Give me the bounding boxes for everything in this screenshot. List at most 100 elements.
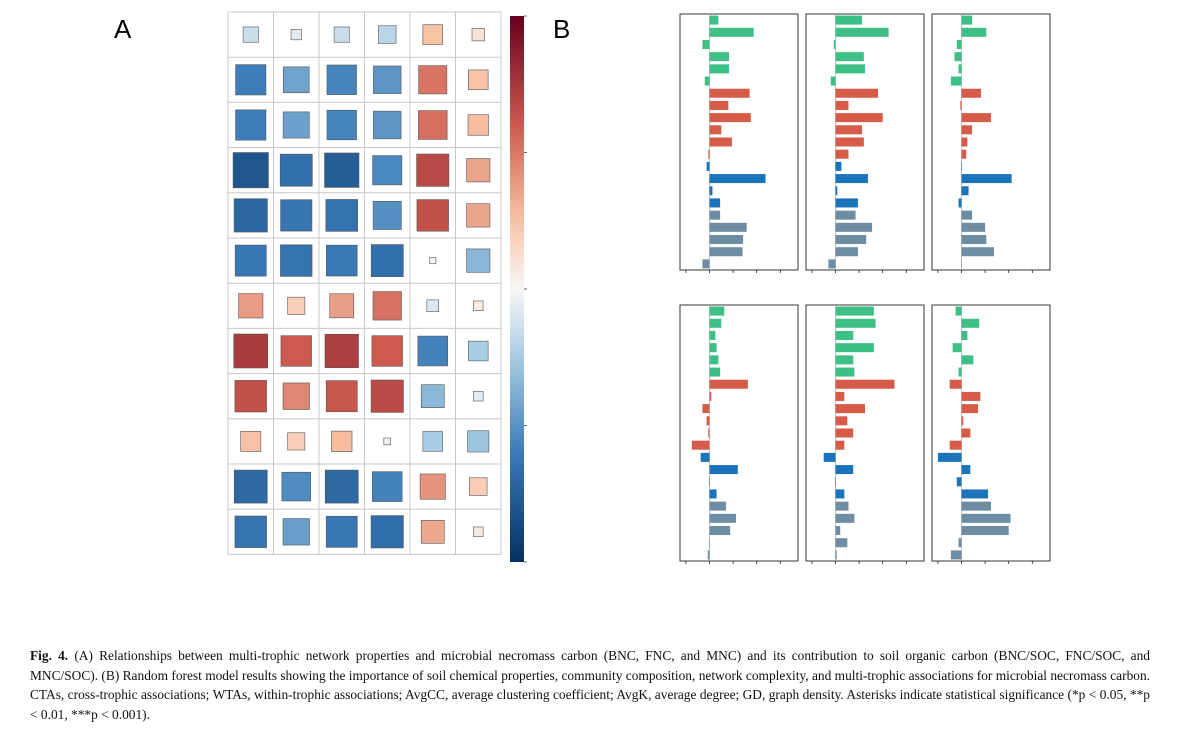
importance-bar xyxy=(830,76,836,86)
importance-bar xyxy=(950,550,962,560)
panel-b-label: B xyxy=(553,14,570,44)
importance-bar xyxy=(961,526,1009,536)
heatmap-cell xyxy=(233,333,269,369)
bar-panel-frame xyxy=(931,304,1051,562)
heatmap-cell xyxy=(235,109,267,141)
heatmap-cell xyxy=(473,300,484,311)
importance-bar xyxy=(828,259,836,269)
importance-bar xyxy=(835,222,873,232)
importance-bar xyxy=(956,477,962,487)
heatmap-cell xyxy=(287,432,306,451)
importance-bar xyxy=(709,501,727,511)
heatmap-cell xyxy=(282,111,310,139)
importance-bar xyxy=(709,465,738,475)
importance-bar xyxy=(961,247,994,257)
heatmap-cell xyxy=(422,24,443,45)
importance-bar xyxy=(835,538,848,548)
heatmap-cell xyxy=(466,203,491,228)
importance-bar xyxy=(709,526,731,536)
heatmap-cell xyxy=(240,431,262,452)
heatmap-cell xyxy=(422,431,443,452)
importance-bar xyxy=(961,391,981,401)
importance-bar xyxy=(949,440,962,450)
importance-bar xyxy=(961,318,980,328)
importance-bar xyxy=(706,161,710,171)
heatmap-cell xyxy=(280,244,313,277)
importance-bar xyxy=(952,343,962,353)
importance-bar xyxy=(835,186,838,196)
importance-bar xyxy=(835,343,874,353)
importance-bar xyxy=(706,416,710,426)
importance-bar xyxy=(709,174,766,184)
importance-bar xyxy=(709,113,751,123)
importance-bar xyxy=(709,125,722,135)
heatmap-cell xyxy=(282,66,310,94)
importance-bar xyxy=(708,149,710,159)
heatmap-cell xyxy=(325,515,358,548)
importance-bar xyxy=(961,222,986,232)
importance-bar xyxy=(961,501,991,511)
heatmap-cell xyxy=(373,110,402,140)
heatmap-cell xyxy=(287,296,306,315)
importance-bar xyxy=(960,100,962,110)
importance-bar xyxy=(709,355,719,365)
importance-bar xyxy=(835,367,855,377)
heatmap-cell xyxy=(466,158,491,183)
importance-bar xyxy=(709,343,717,353)
heatmap-cell xyxy=(418,110,448,140)
importance-bar xyxy=(835,247,858,257)
heatmap-cell xyxy=(324,333,359,369)
heatmap-cell xyxy=(235,64,267,96)
importance-bar xyxy=(958,64,962,74)
importance-bar xyxy=(949,379,962,389)
importance-bar xyxy=(702,39,710,49)
importance-bar xyxy=(835,27,889,37)
heatmap-cell xyxy=(426,299,439,313)
heatmap-cell xyxy=(279,153,313,187)
caption-label: Fig. 4. xyxy=(30,648,69,663)
heatmap-cell xyxy=(282,382,310,410)
heatmap-cell xyxy=(333,26,350,43)
importance-bar xyxy=(835,526,841,536)
bar-panel-frame xyxy=(931,13,1051,271)
heatmap-cell xyxy=(233,469,268,504)
importance-bar xyxy=(835,235,867,245)
importance-bar xyxy=(835,100,849,110)
importance-bar xyxy=(709,367,721,377)
importance-bar xyxy=(835,113,883,123)
importance-bar xyxy=(707,550,710,560)
importance-bar xyxy=(961,210,973,220)
heatmap-cell xyxy=(372,200,402,230)
heatmap-cell xyxy=(373,65,402,94)
importance-bar xyxy=(709,198,721,208)
heatmap-cell xyxy=(471,28,485,42)
heatmap-cell xyxy=(372,291,402,321)
importance-bar xyxy=(961,489,989,499)
importance-bar xyxy=(709,210,721,220)
heatmap-cell xyxy=(372,155,403,186)
heatmap-cell xyxy=(473,391,484,402)
heatmap-cell xyxy=(233,198,268,233)
heatmap-cell xyxy=(378,25,397,44)
importance-bar xyxy=(835,465,854,475)
heatmap-cell xyxy=(468,69,489,90)
heatmap-cell xyxy=(234,380,267,413)
importance-bar xyxy=(708,428,710,438)
heatmap-cell xyxy=(324,469,359,504)
heatmap-cell xyxy=(325,199,358,232)
importance-bar xyxy=(835,88,878,98)
importance-bar xyxy=(835,137,864,147)
heatmap-cell xyxy=(280,335,312,367)
importance-bar xyxy=(835,306,874,316)
importance-bar xyxy=(835,64,865,74)
bar-panel-frame xyxy=(805,304,925,562)
heatmap-cell xyxy=(417,335,448,367)
importance-bar xyxy=(835,404,865,414)
importance-bar xyxy=(961,404,979,414)
heatmap-cell xyxy=(370,244,404,277)
bar-panel-frame xyxy=(679,304,799,562)
importance-bar xyxy=(709,379,748,389)
correlation-heatmap xyxy=(227,11,502,555)
heatmap-cell xyxy=(469,477,488,496)
heatmap-cell xyxy=(324,152,360,188)
